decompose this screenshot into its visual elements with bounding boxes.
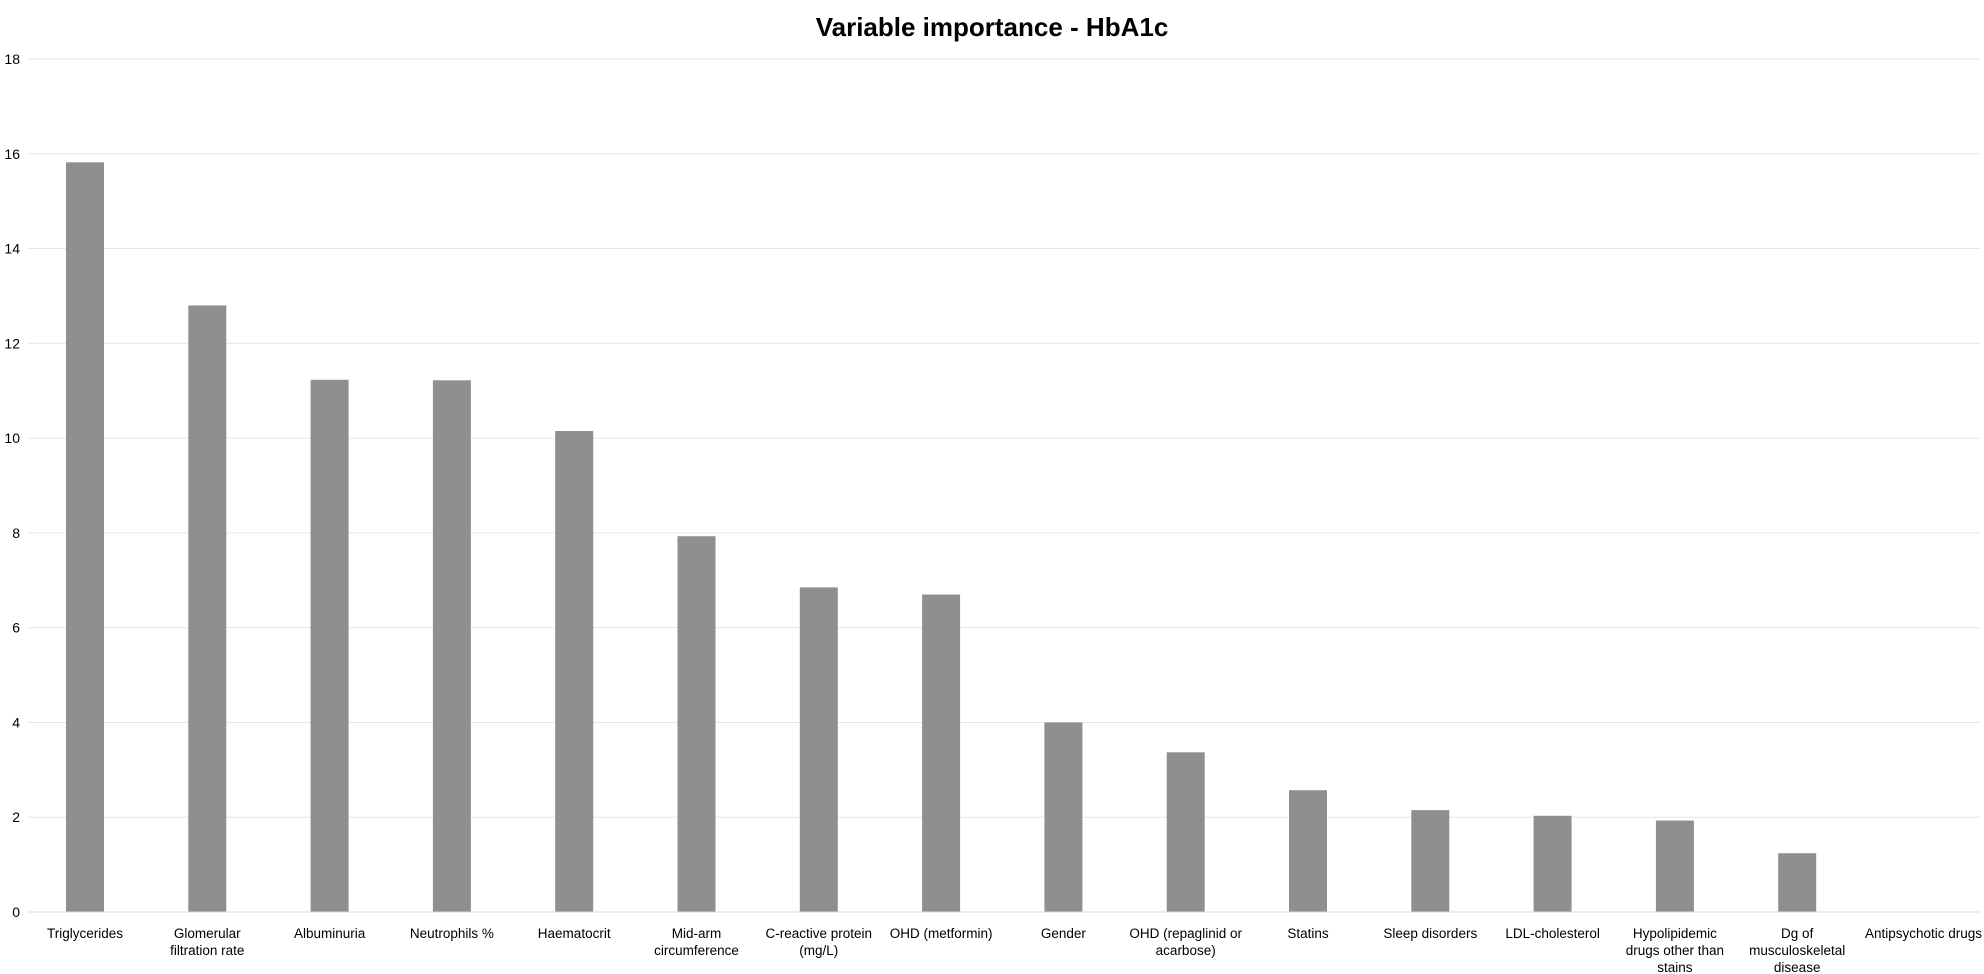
- y-axis-ticks: 0 2 4 6 8 10 12 14 16 18: [4, 51, 20, 920]
- y-tick-label: 10: [4, 430, 20, 446]
- bar: [555, 431, 594, 912]
- x-category-label: Neutrophils %: [410, 926, 494, 941]
- bar: [66, 162, 104, 912]
- x-category-label: OHD (metformin): [890, 926, 993, 941]
- bars: [66, 162, 1817, 913]
- x-category-label: Mid-arm circumference: [654, 926, 739, 958]
- bar: [1166, 752, 1205, 912]
- x-category-label: Sleep disorders: [1383, 926, 1477, 941]
- y-tick-label: 2: [12, 809, 20, 825]
- gridlines: [28, 58, 1980, 818]
- y-tick-label: 6: [12, 620, 20, 636]
- y-tick-label: 14: [4, 241, 20, 257]
- y-tick-label: 0: [12, 904, 20, 920]
- x-category-label: Glomerular filtration rate: [170, 926, 244, 958]
- bar: [432, 380, 471, 913]
- bar: [922, 594, 961, 912]
- y-tick-label: 12: [4, 335, 20, 351]
- x-category-label: Antipsychotic drugs: [1865, 926, 1982, 941]
- bar: [188, 305, 227, 912]
- bar: [1655, 820, 1694, 912]
- x-category-label: C-reactive protein (mg/L): [766, 926, 873, 958]
- x-category-label: LDL-cholesterol: [1505, 926, 1600, 941]
- y-tick-label: 8: [12, 525, 20, 541]
- bar: [1044, 722, 1083, 912]
- bar: [1778, 853, 1817, 912]
- bar: [677, 536, 716, 912]
- chart-title: Variable importance - HbA1c: [816, 12, 1169, 42]
- bar: [1411, 810, 1450, 912]
- x-category-label: Dg of musculoskeletal disease: [1749, 926, 1845, 974]
- x-category-label: Statins: [1287, 926, 1329, 941]
- bar: [799, 587, 838, 912]
- y-tick-label: 18: [4, 51, 20, 67]
- bar: [1289, 790, 1327, 912]
- x-category-label: Albuminuria: [294, 926, 366, 941]
- y-tick-label: 4: [12, 714, 20, 730]
- x-axis-labels: Triglycerides Glomerular filtration rate Al…: [47, 926, 1982, 974]
- x-category-label: Haematocrit: [538, 926, 611, 941]
- bar: [1533, 815, 1572, 912]
- x-category-label: Gender: [1041, 926, 1087, 941]
- x-category-label: OHD (repaglinid or acarbose): [1129, 926, 1242, 958]
- bar: [310, 379, 349, 913]
- x-category-label: Triglycerides: [47, 926, 123, 941]
- x-category-label: Hypolipidemic drugs other than stains: [1626, 926, 1724, 974]
- y-tick-label: 16: [4, 146, 20, 162]
